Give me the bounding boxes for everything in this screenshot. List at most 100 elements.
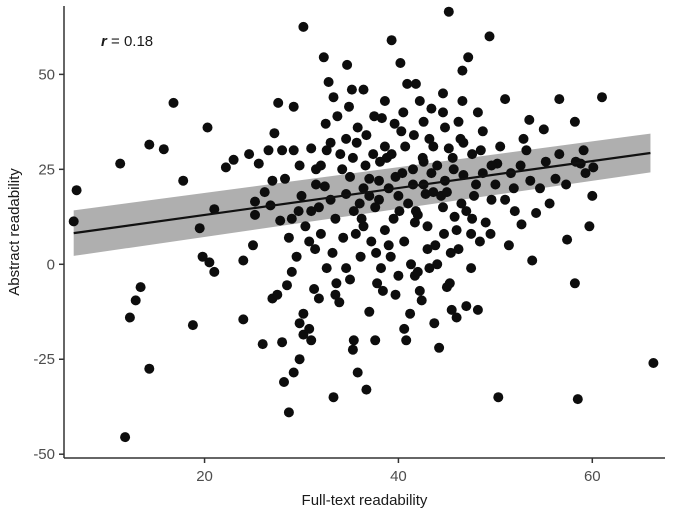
data-point [448, 164, 459, 175]
data-point [554, 149, 565, 160]
data-point [313, 293, 324, 304]
data-point [294, 318, 305, 329]
data-point [310, 244, 321, 255]
data-point [291, 251, 302, 262]
data-point [393, 270, 404, 281]
data-point [584, 221, 595, 232]
data-point [238, 314, 249, 325]
data-point [286, 213, 297, 224]
data-point [368, 149, 379, 160]
data-point [288, 367, 299, 378]
data-point [238, 255, 249, 266]
data-point [503, 240, 514, 251]
data-point [399, 323, 410, 334]
data-point [279, 377, 289, 387]
data-point [311, 179, 321, 190]
data-point [430, 240, 441, 251]
data-point [443, 6, 454, 17]
data-point [540, 156, 551, 167]
data-point [341, 263, 352, 274]
data-point [475, 145, 486, 156]
x-axis-title: Full-text readability [302, 492, 428, 509]
data-point [345, 171, 355, 182]
data-point [344, 101, 354, 112]
data-point [408, 164, 418, 175]
data-point [485, 228, 496, 239]
data-point [351, 137, 362, 148]
data-point [209, 204, 220, 215]
data-point [461, 206, 472, 217]
data-point [194, 223, 205, 234]
data-point [304, 323, 315, 334]
data-point [561, 179, 572, 190]
data-point [587, 190, 598, 201]
data-point [508, 183, 519, 194]
data-point [410, 78, 421, 89]
data-point [457, 65, 468, 76]
data-point [135, 282, 146, 293]
data-point [393, 190, 404, 201]
data-point [253, 158, 264, 169]
data-point [282, 280, 292, 291]
data-point [304, 236, 315, 247]
data-point [315, 160, 326, 171]
data-point [515, 160, 526, 171]
data-point [446, 304, 457, 315]
data-point [370, 335, 381, 346]
plot-area [68, 6, 659, 443]
data-point [402, 78, 413, 89]
x-tick-label: 40 [390, 468, 407, 485]
data-point [386, 35, 397, 46]
data-point [403, 198, 414, 209]
data-point [451, 225, 462, 236]
data-point [467, 213, 478, 224]
data-point [321, 145, 332, 156]
data-point [275, 215, 286, 226]
data-point [358, 183, 369, 194]
y-tick-label: 25 [38, 161, 55, 178]
data-point [432, 160, 443, 171]
data-point [428, 187, 439, 198]
data-point [395, 58, 406, 68]
data-point [385, 251, 396, 262]
data-point [493, 392, 504, 403]
data-point [463, 52, 474, 63]
data-point [372, 278, 383, 289]
data-point [412, 266, 423, 277]
data-point [484, 31, 495, 42]
data-point [346, 84, 357, 95]
data-point [348, 335, 359, 346]
data-point [374, 175, 384, 186]
data-point [538, 124, 549, 135]
data-point [544, 198, 555, 209]
data-point [588, 162, 599, 173]
data-point [335, 149, 346, 160]
data-point [330, 289, 341, 300]
data-point [68, 216, 79, 227]
data-point [286, 266, 297, 277]
data-point [120, 432, 131, 443]
y-tick-label: 0 [47, 256, 55, 273]
data-point [204, 257, 215, 268]
data-point [323, 77, 334, 87]
data-point [428, 141, 439, 152]
data-point [288, 101, 299, 112]
data-point [440, 122, 450, 133]
data-point [294, 354, 305, 365]
data-point [472, 107, 483, 118]
data-point [277, 337, 288, 348]
correlation-symbol: r [101, 33, 108, 50]
data-point [399, 236, 410, 247]
data-point [369, 111, 380, 122]
data-point [388, 213, 399, 224]
data-point [306, 335, 317, 346]
data-point [525, 175, 536, 186]
data-point [347, 152, 358, 163]
x-tick-label: 60 [584, 468, 601, 485]
data-point [294, 160, 305, 171]
data-point [220, 162, 231, 173]
data-point [377, 285, 388, 296]
data-point [439, 228, 449, 239]
data-point [495, 141, 506, 152]
data-point [457, 96, 468, 106]
